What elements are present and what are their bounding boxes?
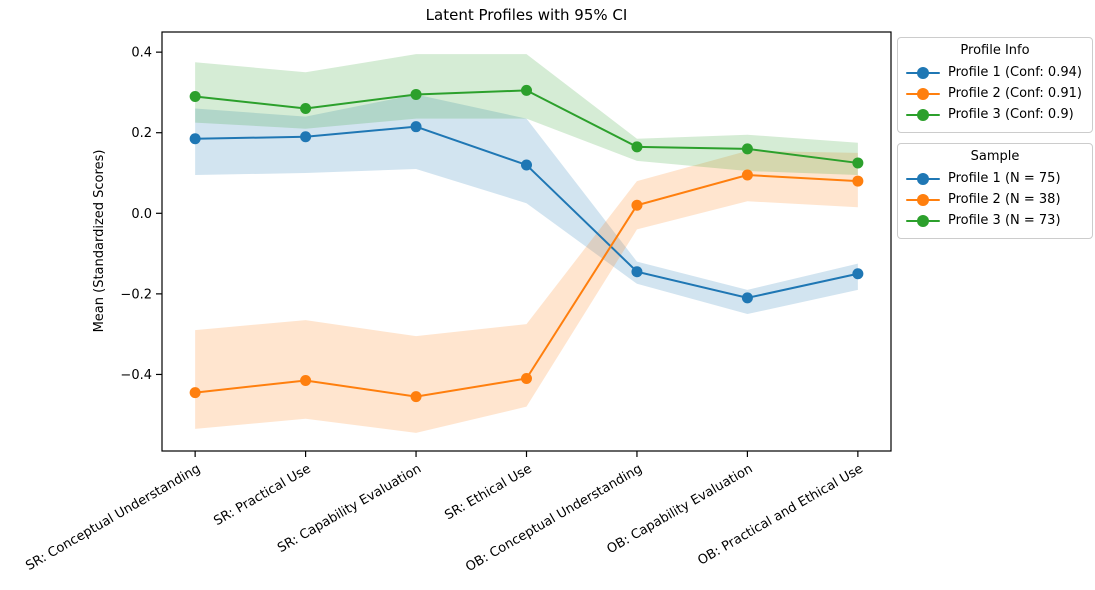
y-tick-label: 0.0 — [131, 207, 152, 222]
y-axis-label: Mean (Standardized Scores) — [92, 149, 107, 333]
data-point — [521, 159, 532, 171]
ci-band-profile-3 — [195, 54, 858, 176]
y-tick-label: 0.4 — [131, 46, 152, 61]
ci-band-profile-2 — [195, 150, 858, 433]
data-point — [300, 103, 312, 115]
legend-item: Profile 1 (N = 75) — [906, 168, 1084, 189]
line-marker-icon — [906, 66, 940, 80]
legend-item-label: Profile 3 (N = 73) — [948, 213, 1061, 228]
legend-item-label: Profile 1 (N = 75) — [948, 171, 1061, 186]
data-point — [852, 157, 864, 169]
chart-title: Latent Profiles with 95% CI — [425, 6, 628, 24]
data-point — [189, 133, 201, 145]
legend-item-label: Profile 3 (Conf: 0.9) — [948, 107, 1074, 122]
legend-item-label: Profile 2 (N = 38) — [948, 192, 1061, 207]
legend-entries: Profile 1 (N = 75) Profile 2 (N = 38) Prof… — [906, 168, 1084, 231]
data-point — [631, 141, 643, 153]
x-tick-label: SR: Practical Use — [211, 461, 313, 529]
data-point — [631, 266, 643, 278]
line-marker-icon — [906, 87, 940, 101]
ci-band-profile-1 — [195, 94, 858, 315]
data-point — [741, 169, 753, 181]
data-point — [189, 90, 201, 102]
data-point — [410, 121, 422, 133]
data-point — [521, 84, 532, 96]
line-marker-icon — [906, 193, 940, 207]
x-tick-label: SR: Ethical Use — [442, 461, 534, 523]
data-point — [189, 387, 201, 399]
legend-item: Profile 3 (Conf: 0.9) — [906, 104, 1084, 125]
data-point — [300, 131, 312, 143]
line-marker-icon — [906, 172, 940, 186]
legend-item: Profile 2 (Conf: 0.91) — [906, 83, 1084, 104]
data-point — [521, 372, 532, 384]
line-marker-icon — [906, 108, 940, 122]
data-point — [852, 268, 864, 280]
legend-item: Profile 1 (Conf: 0.94) — [906, 62, 1084, 83]
line-marker-icon — [906, 214, 940, 228]
legend-profile-info: Profile Info Profile 1 (Conf: 0.94) Profi… — [897, 37, 1093, 133]
data-point — [852, 175, 864, 187]
legend-title: Sample — [970, 149, 1020, 164]
data-point — [300, 374, 312, 386]
legend-item: Profile 2 (N = 38) — [906, 189, 1084, 210]
legend-entries: Profile 1 (Conf: 0.94) Profile 2 (Conf: 0… — [906, 62, 1084, 125]
x-tick-label: OB: Conceptual Understanding — [463, 461, 645, 575]
data-point — [410, 391, 422, 403]
legend-item-label: Profile 2 (Conf: 0.91) — [948, 86, 1082, 101]
data-point — [631, 199, 643, 211]
legend-item: Profile 3 (N = 73) — [906, 210, 1084, 231]
x-tick-label: SR: Conceptual Understanding — [23, 461, 203, 573]
legend-sample: Sample Profile 1 (N = 75) Profile 2 (N = … — [897, 143, 1093, 239]
y-tick-label: −0.2 — [120, 287, 152, 302]
y-tick-label: 0.2 — [131, 126, 152, 141]
legend-title: Profile Info — [960, 43, 1030, 58]
data-point — [410, 88, 422, 100]
data-point — [741, 292, 753, 304]
y-tick-label: −0.4 — [120, 368, 152, 383]
legend-item-label: Profile 1 (Conf: 0.94) — [948, 65, 1082, 80]
data-point — [741, 143, 753, 155]
